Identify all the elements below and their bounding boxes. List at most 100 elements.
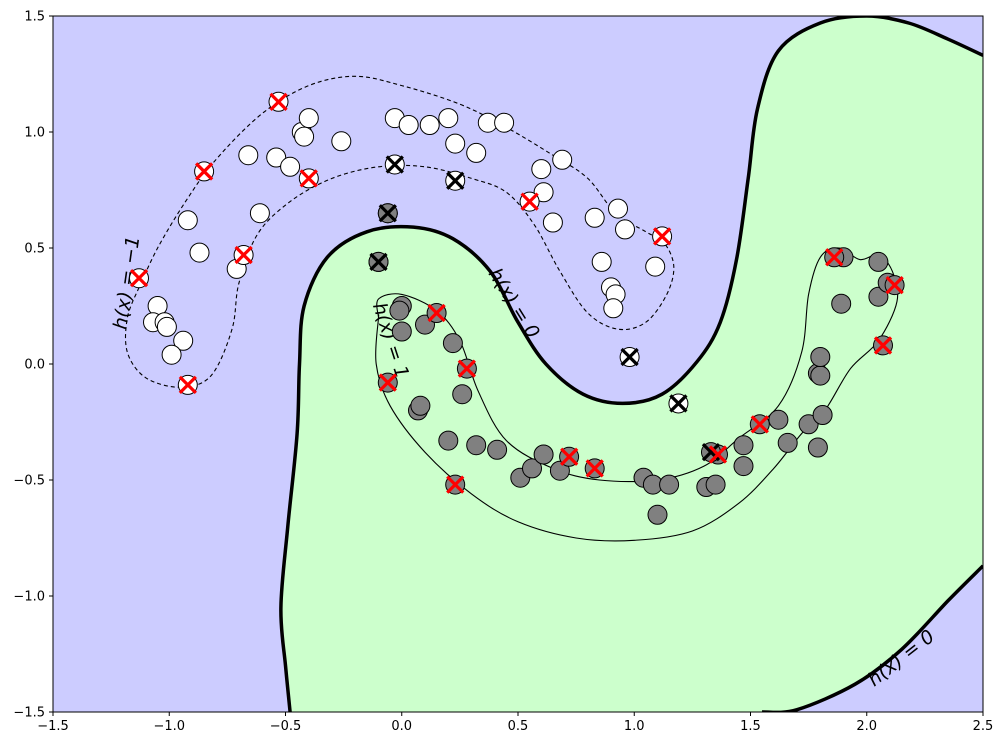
misclassified-marker-6 — [520, 192, 539, 211]
point-positive-11 — [466, 435, 487, 456]
x-axis: −1.5 −1.0 −0.5 0.0 0.5 1.0 1.5 2.0 2.5 — [37, 712, 993, 734]
misclassified-marker-4 — [269, 92, 288, 111]
x-tick-label-7: 2.0 — [856, 719, 877, 734]
point-positive-35 — [868, 286, 889, 307]
y-axis: −1.5 −1.0 −0.5 0.0 0.5 1.0 1.5 — [13, 10, 53, 721]
y-tick-label-0: −1.5 — [13, 706, 45, 721]
misclassified-marker-18 — [885, 275, 904, 295]
positive-region-upper — [280, 16, 983, 712]
point-negative-32 — [584, 207, 605, 228]
misclassified-marker-0 — [129, 269, 149, 288]
y-tick-label-2: −0.5 — [13, 474, 45, 489]
point-negative-31 — [552, 149, 573, 170]
positive-region-lower — [762, 565, 983, 712]
point-negative-33 — [591, 251, 612, 272]
point-negative-14 — [266, 147, 287, 168]
misclassified-marker-3 — [234, 245, 253, 265]
decision-boundary-upper — [279, 16, 983, 712]
point-positive-8 — [410, 395, 431, 416]
x-tick-label-2: −0.5 — [270, 719, 302, 734]
point-positive-4 — [391, 321, 412, 342]
y-tick-label-4: 0.5 — [24, 242, 45, 257]
misclassified-marker-5 — [299, 169, 318, 188]
support-marker-1 — [445, 170, 466, 191]
misclassified-marker-12 — [560, 447, 579, 466]
point-negative-24 — [445, 133, 466, 154]
point-negative-38 — [615, 219, 635, 240]
point-negative-25 — [466, 142, 487, 163]
misclassified-marker-8 — [378, 373, 397, 392]
misclassified-marker-16 — [825, 248, 844, 267]
support-marker-3 — [368, 251, 389, 272]
point-negative-5 — [173, 330, 194, 351]
misclassified-marker-9 — [427, 303, 446, 323]
point-negative-18 — [298, 108, 319, 129]
point-negative-27 — [494, 112, 515, 133]
point-negative-13 — [249, 203, 270, 224]
misclassified-marker-15 — [750, 415, 769, 434]
point-positive-28 — [807, 437, 828, 458]
x-tick-label-0: −1.5 — [37, 719, 69, 734]
point-positive-10 — [452, 384, 473, 405]
point-negative-23 — [438, 108, 459, 129]
support-marker-5 — [668, 393, 689, 414]
x-tick-label-1: −1.0 — [153, 719, 185, 734]
point-negative-21 — [398, 115, 419, 135]
x-tick-label-8: 2.5 — [973, 719, 994, 734]
point-negative-22 — [419, 115, 440, 135]
x-tick-label-5: 1.0 — [624, 719, 645, 734]
point-positive-33 — [831, 293, 852, 314]
point-positive-25 — [768, 409, 789, 430]
x-tick-label-3: 0.0 — [391, 719, 412, 734]
point-negative-12 — [238, 145, 259, 166]
point-negative-28 — [531, 159, 552, 180]
point-positive-26 — [777, 432, 798, 453]
plot-area: h(x) = 0h(x) = 0h(x) = −1h(x) = 1 — [53, 16, 983, 712]
y-tick-label-1: −1.0 — [13, 590, 45, 605]
point-positive-6 — [442, 333, 463, 354]
point-positive-36 — [868, 251, 889, 272]
y-tick-label-6: 1.5 — [24, 10, 45, 25]
point-positive-20 — [659, 474, 680, 495]
support-marker-4 — [619, 347, 640, 368]
support-marker-2 — [377, 203, 398, 224]
misclassified-marker-14 — [708, 445, 728, 464]
misclassified-marker-11 — [446, 475, 465, 494]
x-tick-label-6: 1.5 — [740, 719, 761, 734]
misclassified-marker-13 — [585, 459, 604, 478]
point-negative-9 — [189, 242, 210, 263]
point-negative-39 — [645, 256, 666, 277]
point-positive-27 — [798, 414, 819, 435]
decision-boundary-lower — [761, 564, 983, 712]
margin-contour-positive — [375, 247, 899, 542]
point-positive-24 — [733, 435, 754, 456]
point-positive-23 — [733, 456, 754, 477]
point-positive-14 — [522, 458, 542, 479]
point-negative-29 — [533, 182, 554, 203]
point-positive-9 — [438, 430, 459, 451]
point-negative-8 — [177, 210, 198, 231]
misclassified-marker-7 — [653, 227, 672, 246]
misclassified-marker-2 — [194, 162, 214, 181]
point-negative-37 — [608, 198, 628, 219]
point-positive-16 — [549, 460, 570, 481]
point-negative-15 — [280, 156, 301, 177]
y-tick-label-3: 0.0 — [24, 358, 45, 373]
y-tick-label-5: 1.0 — [24, 126, 45, 141]
misclassified-marker-1 — [178, 375, 197, 395]
point-positive-12 — [487, 439, 508, 460]
point-negative-19 — [331, 131, 352, 152]
support-markers — [368, 154, 721, 463]
misclassified-marker-10 — [457, 359, 476, 378]
point-positive-22 — [705, 474, 726, 495]
point-negative-17 — [294, 126, 315, 147]
point-negative-4 — [156, 316, 177, 337]
point-positive-31 — [810, 347, 831, 367]
point-positive-32 — [812, 405, 833, 425]
point-positive-3 — [389, 300, 410, 321]
misclassified-marker-17 — [873, 336, 893, 355]
point-negative-30 — [542, 212, 563, 233]
misclassified-markers — [129, 92, 904, 494]
x-tick-label-4: 0.5 — [508, 719, 529, 734]
